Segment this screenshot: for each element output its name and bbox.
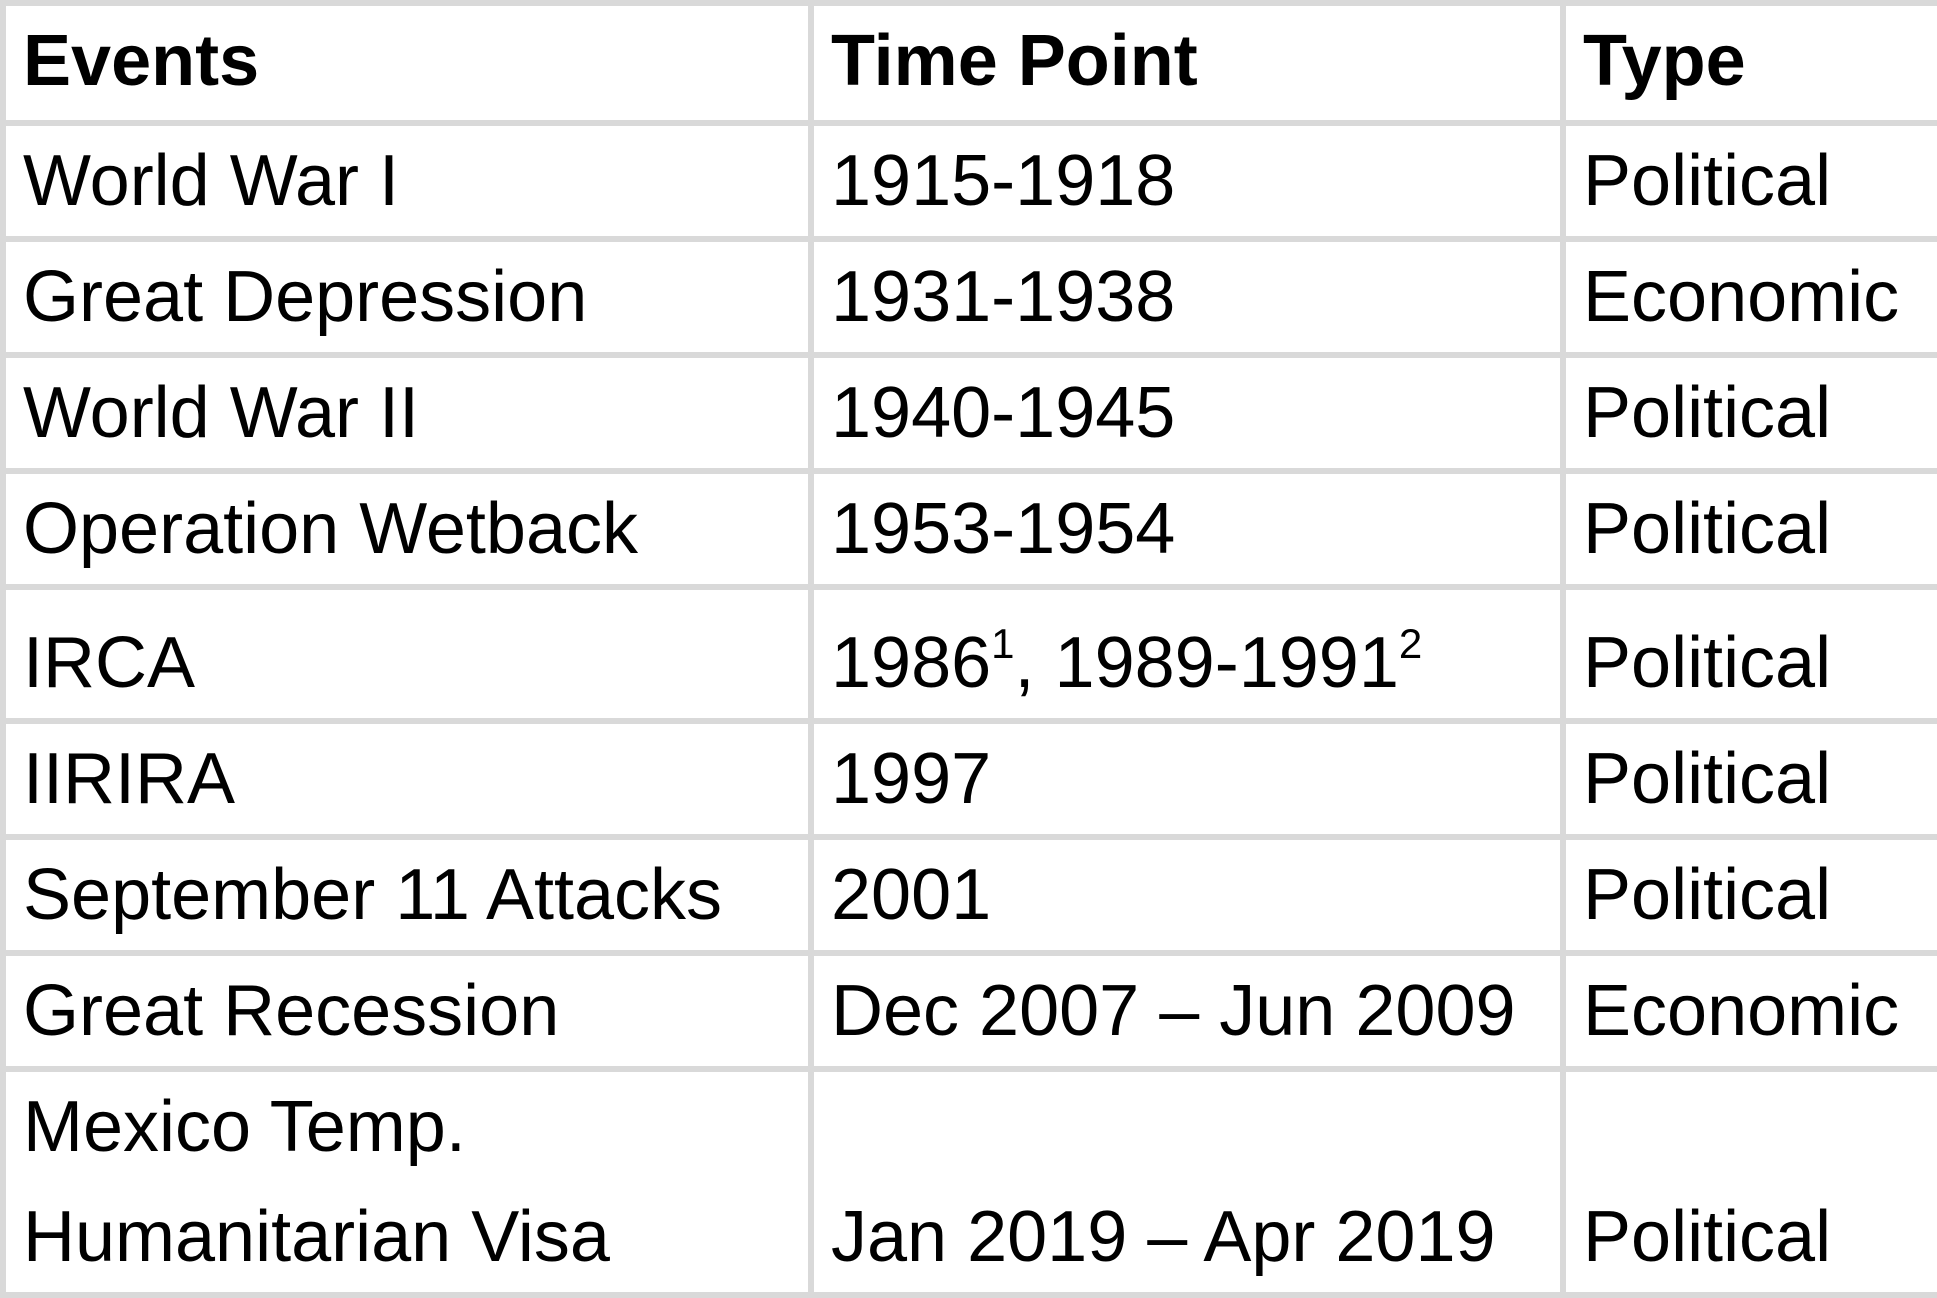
table-row: September 11 Attacks 2001 Political — [0, 834, 1937, 956]
type-cell: Political — [1560, 120, 1937, 242]
event-cell: IRCA — [0, 584, 814, 724]
type-cell: Political — [1560, 834, 1937, 956]
table-row: Mexico Temp. Humanitarian Visa Jan 2019 –… — [0, 1066, 1937, 1298]
time-point-cell: 1953-1954 — [808, 468, 1566, 590]
header-events: Events — [0, 0, 814, 126]
type-cell: Political — [1560, 718, 1937, 840]
type-cell: Economic — [1560, 236, 1937, 358]
time-point-cell: 19861, 1989-19912 — [808, 584, 1566, 724]
event-line: Mexico Temp. — [23, 1087, 466, 1167]
table-row: Great Depression 1931-1938 Economic — [0, 236, 1937, 358]
event-cell: September 11 Attacks — [0, 834, 814, 956]
event-cell: IIRIRA — [0, 718, 814, 840]
header-type: Type — [1560, 0, 1937, 126]
time-point-cell: 2001 — [808, 834, 1566, 956]
time-point-separator: , — [1014, 623, 1055, 703]
time-point-text: 1989-1991 — [1054, 623, 1399, 703]
event-cell: World War II — [0, 352, 814, 474]
event-cell: Great Depression — [0, 236, 814, 358]
table-row: World War I 1915-1918 Political — [0, 120, 1937, 242]
time-point-cell: 1931-1938 — [808, 236, 1566, 358]
time-point-cell: Dec 2007 – Jun 2009 — [808, 950, 1566, 1072]
header-time-point: Time Point — [808, 0, 1566, 126]
type-cell: Political — [1560, 468, 1937, 590]
table-row: World War II 1940-1945 Political — [0, 352, 1937, 474]
type-cell: Political — [1560, 584, 1937, 724]
type-cell: Political — [1560, 1066, 1937, 1298]
table-row: IIRIRA 1997 Political — [0, 718, 1937, 840]
event-cell: Mexico Temp. Humanitarian Visa — [0, 1066, 814, 1298]
time-point-cell: 1915-1918 — [808, 120, 1566, 242]
time-point-cell: 1997 — [808, 718, 1566, 840]
header-row: Events Time Point Type — [0, 0, 1937, 126]
event-line: Humanitarian Visa — [23, 1197, 610, 1277]
table-row: Great Recession Dec 2007 – Jun 2009 Econ… — [0, 950, 1937, 1072]
table-row: Operation Wetback 1953-1954 Political — [0, 468, 1937, 590]
type-cell: Economic — [1560, 950, 1937, 1072]
table-row: IRCA 19861, 1989-19912 Political — [0, 584, 1937, 724]
type-cell: Political — [1560, 352, 1937, 474]
footnote-marker: 1 — [991, 620, 1015, 667]
event-cell: World War I — [0, 120, 814, 242]
event-cell: Great Recession — [0, 950, 814, 1072]
footnote-marker: 2 — [1398, 620, 1423, 667]
time-point-cell: 1940-1945 — [808, 352, 1566, 474]
time-point-cell: Jan 2019 – Apr 2019 — [808, 1066, 1566, 1298]
time-point-text: 1986 — [831, 623, 992, 703]
event-cell: Operation Wetback — [0, 468, 814, 590]
